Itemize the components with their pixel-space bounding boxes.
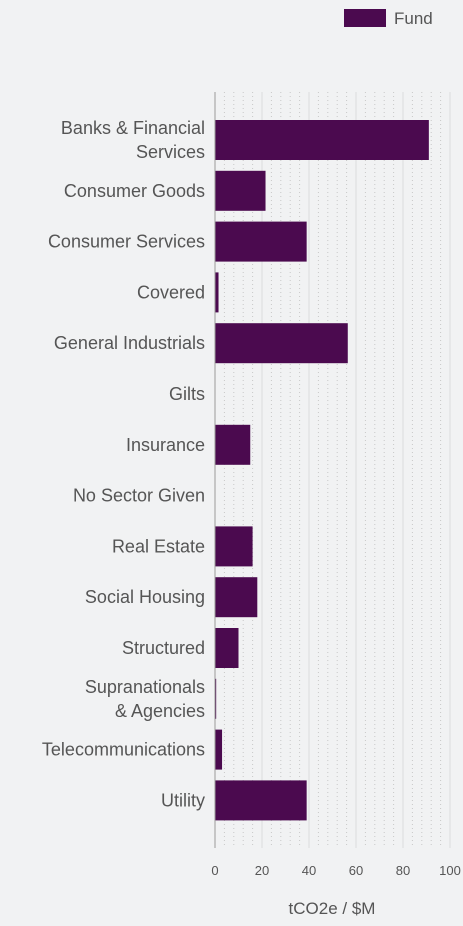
category-label: Social Housing <box>85 587 205 607</box>
legend[interactable]: Fund <box>344 9 433 28</box>
category-label-line: Consumer Goods <box>64 181 205 201</box>
bar-real-estate[interactable] <box>215 526 253 567</box>
category-label-line: Covered <box>137 282 205 302</box>
x-axis-title: tCO2e / $M <box>289 899 376 918</box>
category-label-line: & Agencies <box>115 701 205 721</box>
category-label-line: No Sector Given <box>73 486 205 506</box>
category-label: No Sector Given <box>73 486 205 506</box>
legend-label-fund[interactable]: Fund <box>394 9 433 28</box>
category-label: Utility <box>161 790 205 810</box>
category-label: Consumer Services <box>48 232 205 252</box>
category-label-line: General Industrials <box>54 333 205 353</box>
category-label: Structured <box>122 638 205 658</box>
x-tick-label: 100 <box>439 863 461 878</box>
x-tick-label: 60 <box>349 863 363 878</box>
category-label-line: Services <box>136 142 205 162</box>
category-label-line: Social Housing <box>85 587 205 607</box>
category-label: Consumer Goods <box>64 181 205 201</box>
bar-consumer-services[interactable] <box>215 221 307 262</box>
category-label: General Industrials <box>54 333 205 353</box>
category-label-line: Structured <box>122 638 205 658</box>
bar-supranationals-agencies[interactable] <box>215 678 217 719</box>
category-label-line: Supranationals <box>85 677 205 697</box>
category-label-line: Utility <box>161 790 205 810</box>
category-label: Insurance <box>126 435 205 455</box>
x-tick-label: 40 <box>302 863 316 878</box>
x-tick-label: 80 <box>396 863 410 878</box>
bar-general-industrials[interactable] <box>215 323 348 364</box>
category-label: Covered <box>137 282 205 302</box>
legend-swatch-fund[interactable] <box>344 9 386 27</box>
x-tick-label: 20 <box>255 863 269 878</box>
category-label: Banks & Financial Services <box>61 118 205 162</box>
bar-structured[interactable] <box>215 628 239 668</box>
bars <box>215 120 429 821</box>
category-label-line: Insurance <box>126 435 205 455</box>
category-labels: Banks & Financial Services Consumer Goods C… <box>42 118 205 810</box>
bar-banks-financial-services[interactable] <box>215 120 429 160</box>
bar-insurance[interactable] <box>215 424 251 465</box>
bar-telecommunications[interactable] <box>215 729 223 770</box>
category-label-line: Real Estate <box>112 536 205 556</box>
x-tick-label: 0 <box>211 863 218 878</box>
category-label: Gilts <box>169 384 205 404</box>
axes: 0 20 40 60 80 100 <box>211 92 461 878</box>
bar-social-housing[interactable] <box>215 577 258 618</box>
category-label: Telecommunications <box>42 740 205 760</box>
bar-consumer-goods[interactable] <box>215 170 266 211</box>
bar-utility[interactable] <box>215 780 307 821</box>
category-label-line: Banks & Financial <box>61 118 205 138</box>
category-label-line: Consumer Services <box>48 232 205 252</box>
category-label: Supranationals & Agencies <box>85 677 205 721</box>
category-label: Real Estate <box>112 536 205 556</box>
category-label-line: Telecommunications <box>42 740 205 760</box>
category-label-line: Gilts <box>169 384 205 404</box>
bar-covered[interactable] <box>215 272 219 313</box>
